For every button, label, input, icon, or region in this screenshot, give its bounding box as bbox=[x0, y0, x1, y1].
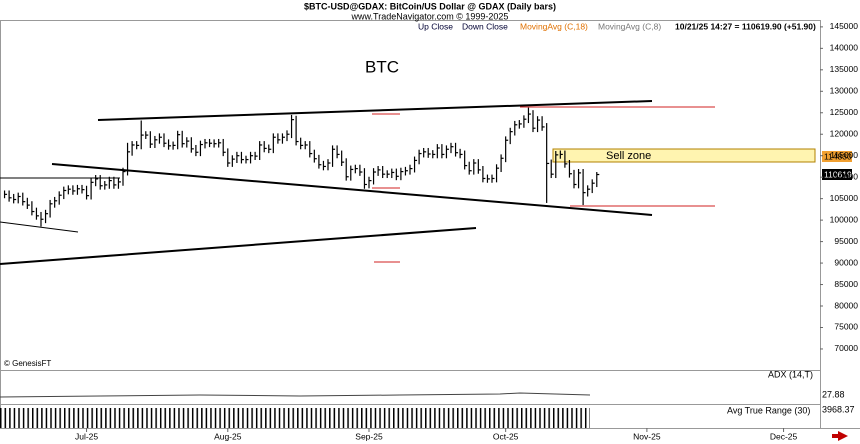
sell-zone bbox=[552, 148, 816, 163]
y-tick-label: 80000 bbox=[834, 300, 858, 310]
adx-line bbox=[0, 392, 591, 398]
y-tick-label: 90000 bbox=[834, 257, 858, 267]
legend-entry: Up Close bbox=[418, 21, 453, 31]
y-tick-label: 75000 bbox=[834, 322, 858, 332]
x-tick-label: Nov-25 bbox=[633, 431, 661, 441]
symbol-label: BTC bbox=[365, 57, 399, 76]
zone-label: Sell zone bbox=[606, 150, 651, 162]
chart-subtitle: www.TradeNavigator.com © 1999-2025 bbox=[351, 11, 509, 21]
indicator-value: 27.88 bbox=[822, 389, 845, 399]
y-tick-label: 85000 bbox=[834, 279, 858, 289]
y-tick-label: 145000 bbox=[830, 21, 859, 31]
y-tick-label: 105000 bbox=[830, 193, 859, 203]
y-tick-label: 115000 bbox=[830, 150, 858, 160]
atr-bars bbox=[0, 408, 590, 428]
y-tick-label: 70000 bbox=[834, 343, 858, 353]
x-tick-label: Jul-25 bbox=[75, 431, 98, 441]
badge bbox=[822, 169, 852, 180]
legend-entry: Down Close bbox=[462, 21, 508, 31]
badge bbox=[822, 151, 852, 162]
quote: 10/21/25 14:27 = 110619.90 (+51.90) bbox=[675, 21, 816, 31]
badge-label: 114830 bbox=[824, 151, 852, 161]
level-marks bbox=[372, 106, 715, 263]
x-tick-label: Sep-25 bbox=[355, 431, 383, 441]
indicator-name: Avg True Range (30) bbox=[727, 405, 810, 415]
indicator-value: 3968.37 bbox=[822, 404, 855, 414]
credit: © GenesisFT bbox=[4, 359, 51, 368]
x-tick-label: Dec-25 bbox=[770, 431, 798, 441]
axes: 70000 75000 80000 85000 90000 95000 100000 1050… bbox=[75, 21, 858, 441]
y-tick-label: 135000 bbox=[830, 64, 859, 74]
scroll-arrow[interactable] bbox=[832, 431, 848, 441]
trendlines bbox=[0, 100, 653, 265]
y-tick-label: 125000 bbox=[830, 107, 859, 117]
legend-entry: MovingAvg (C,8) bbox=[598, 21, 661, 31]
chart-title: $BTC-USD@GDAX: BitCoin/US Dollar @ GDAX … bbox=[304, 1, 556, 11]
y-tick-label: 95000 bbox=[834, 236, 858, 246]
x-tick-label: Aug-25 bbox=[214, 431, 242, 441]
y-tick-label: 120000 bbox=[830, 128, 859, 138]
indicator-name: ADX (14,T) bbox=[768, 369, 813, 379]
y-tick-label: 100000 bbox=[830, 214, 859, 224]
y-tick-label: 140000 bbox=[830, 43, 859, 53]
badge-label: 110619 bbox=[824, 169, 852, 179]
price-bars bbox=[3, 107, 600, 227]
x-tick-label: Oct-25 bbox=[493, 431, 519, 441]
y-tick-label: 110000 bbox=[830, 171, 858, 181]
legend-entry: MovingAvg (C,18) bbox=[520, 21, 588, 31]
y-tick-label: 130000 bbox=[830, 86, 859, 96]
